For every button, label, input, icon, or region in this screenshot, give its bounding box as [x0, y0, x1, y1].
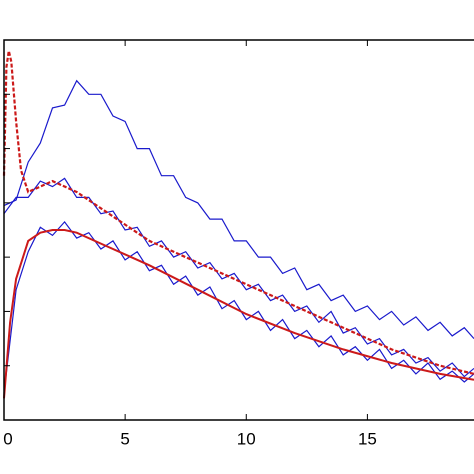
series-line — [3, 177, 474, 378]
axes-frame — [3, 39, 474, 421]
x-tick-label: 0 — [3, 429, 12, 448]
series-line — [3, 229, 474, 399]
x-tick-label: 5 — [120, 429, 129, 448]
series-line — [2, 50, 474, 375]
x-tick-label: 15 — [358, 429, 377, 448]
x-tick-label: 10 — [237, 429, 256, 448]
series-line — [3, 220, 474, 393]
series-line — [3, 79, 474, 339]
